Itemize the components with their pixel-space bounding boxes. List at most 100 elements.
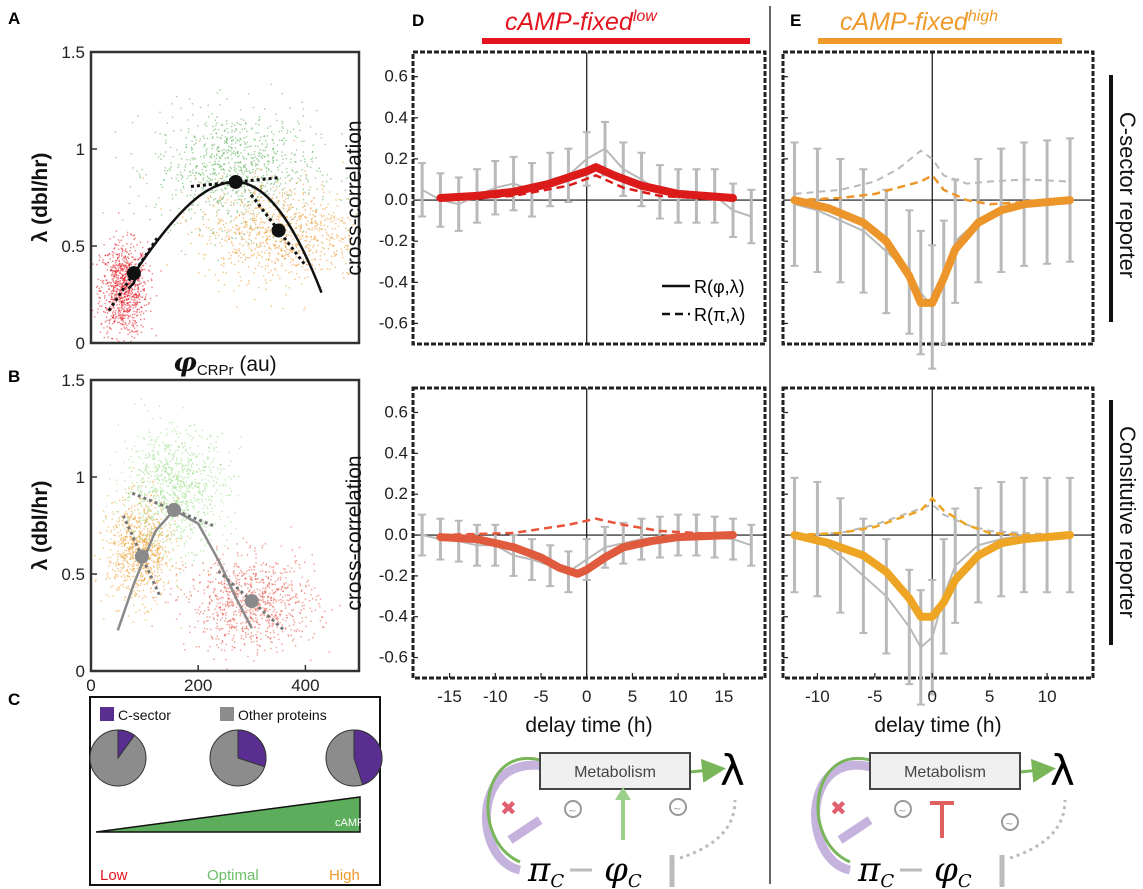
scatter-point-high <box>277 252 280 254</box>
scatter-point-high <box>122 574 125 576</box>
scatter-point-optimal <box>229 170 231 172</box>
scatter-point-optimal <box>211 164 213 166</box>
scatter-point-high <box>258 287 260 289</box>
scatter-point-high <box>154 554 156 557</box>
scatter-point-high <box>350 248 352 250</box>
scatter-point-high <box>153 578 155 580</box>
scatter-point-low <box>114 276 116 278</box>
scatter-point-high <box>157 549 159 552</box>
scatter-point-low <box>129 250 131 252</box>
scatter-point-optimal <box>159 490 162 493</box>
scatter-point-high <box>118 586 120 588</box>
scatter-point-optimal <box>170 453 172 456</box>
scatter-point-optimal <box>202 490 204 492</box>
scatter-point-optimal <box>238 140 241 142</box>
scatter-point-optimal <box>281 171 283 173</box>
scatter-point-optimal <box>227 516 229 519</box>
scatter-point-optimal <box>214 162 217 164</box>
scatter-point-high <box>133 526 135 528</box>
scatter-point-high <box>277 259 280 262</box>
scatter-point-optimal <box>169 229 172 232</box>
scatter-point-high <box>238 255 240 257</box>
scatter-point-optimal <box>214 119 217 121</box>
scatter-point-low <box>244 643 246 645</box>
scatter-point-low <box>113 252 115 254</box>
scatter-point-low <box>114 313 117 315</box>
scatter-point-optimal <box>157 197 160 199</box>
scatter-point-optimal <box>190 527 192 530</box>
scatter-point-high <box>254 227 257 229</box>
scatter-point-high <box>117 511 119 513</box>
scatter-point-low <box>227 597 229 600</box>
scatter-point-low <box>119 263 121 265</box>
scatter-point-low <box>113 248 115 250</box>
scatter-point-high <box>114 534 116 537</box>
scatter-point-low <box>120 264 123 266</box>
scatter-point-optimal <box>300 140 303 143</box>
scatter-point-high <box>233 204 235 206</box>
scatter-point-optimal <box>285 140 287 142</box>
scatter-point-low <box>134 258 137 260</box>
scatter-point-low <box>254 550 256 552</box>
scatter-point-high <box>121 533 123 535</box>
scatter-point-high <box>114 576 117 578</box>
scatter-point-high <box>129 535 131 538</box>
scatter-point-low <box>116 258 119 260</box>
scatter-point-low <box>233 626 235 628</box>
scatter-point-optimal <box>248 189 250 191</box>
scatter-point-optimal <box>185 146 187 148</box>
scatter-point-optimal <box>199 230 201 232</box>
scatter-point-optimal <box>218 166 221 168</box>
scatter-point-high <box>148 611 150 613</box>
scatter-point-optimal <box>206 506 208 508</box>
scatter-point-high <box>99 531 101 534</box>
scatter-point-optimal <box>161 488 163 491</box>
scatter-point-optimal <box>188 208 190 210</box>
scatter-point-optimal <box>228 476 230 478</box>
scatter-point-low <box>238 609 241 611</box>
scatter-point-optimal <box>193 423 195 426</box>
scatter-point-high <box>130 554 133 556</box>
scatter-point-optimal <box>167 231 169 234</box>
scatter-point-low <box>136 330 139 332</box>
scatter-point-high <box>148 576 151 578</box>
scatter-point-optimal <box>215 237 217 239</box>
scatter-point-high <box>324 219 326 221</box>
scatter-point-low <box>127 264 130 266</box>
scatter-point-high <box>346 197 348 200</box>
scatter-point-high <box>263 275 265 278</box>
scatter-point-high <box>332 220 335 222</box>
scatter-point-low <box>125 248 127 250</box>
scatter-point-high <box>277 258 279 260</box>
scatter-point-optimal <box>177 480 180 482</box>
scatter-point-high <box>135 548 137 550</box>
scatter-point-high <box>292 198 295 200</box>
scatter-point-high <box>145 571 147 573</box>
scatter-point-optimal <box>226 152 229 154</box>
scatter-point-low <box>301 617 303 619</box>
scatter-point-optimal <box>286 171 288 174</box>
scatter-point-high <box>137 544 140 546</box>
scatter-point-high <box>272 236 274 239</box>
scatter-point-high <box>163 588 165 591</box>
scatter-point-optimal <box>158 496 160 498</box>
scatter-point-low <box>126 304 128 306</box>
scatter-point-optimal <box>175 189 177 191</box>
scatter-point-low <box>131 288 134 290</box>
scatter-point-high <box>288 252 290 254</box>
scatter-point-high <box>235 233 237 235</box>
scatter-point-high <box>158 579 160 581</box>
scatter-point-optimal <box>153 484 155 487</box>
scatter-point-low <box>288 625 291 627</box>
scatter-point-optimal <box>185 137 187 139</box>
scatter-point-high <box>301 214 303 216</box>
scatter-point-optimal <box>150 517 152 519</box>
scatter-point-low <box>128 323 130 325</box>
scatter-point-optimal <box>155 487 157 490</box>
scatter-point-high <box>327 218 329 220</box>
scatter-point-high <box>280 248 282 251</box>
scatter-point-high <box>133 564 135 566</box>
scatter-point-optimal <box>160 214 163 216</box>
scatter-point-low <box>246 583 249 585</box>
scatter-point-high <box>334 255 336 257</box>
